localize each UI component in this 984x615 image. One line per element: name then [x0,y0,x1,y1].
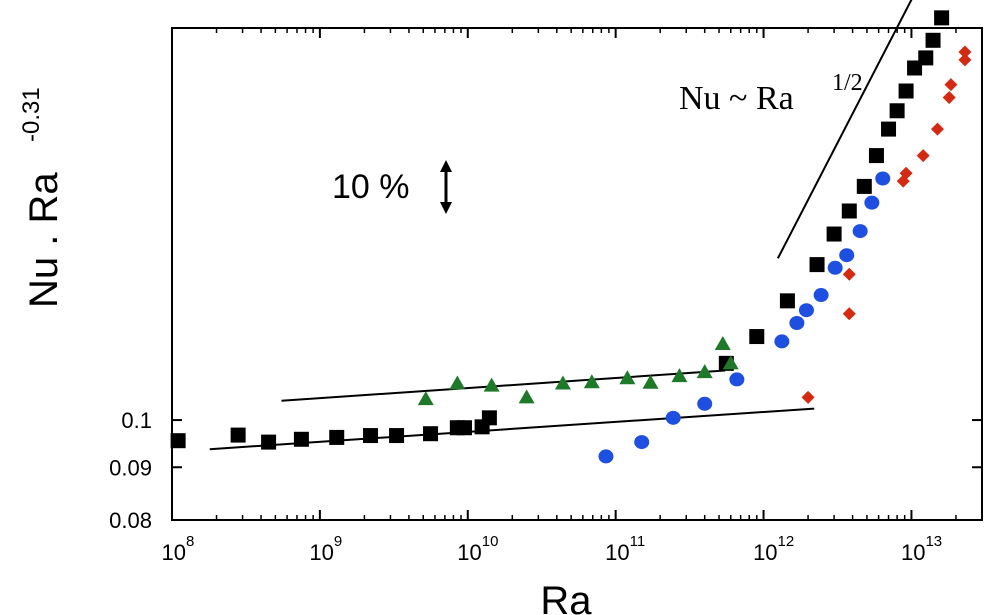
square-point [329,429,345,445]
y-tick-label: 0.09 [109,455,152,480]
triangle-point [714,336,731,351]
circle-point [839,248,855,263]
circle-point [875,171,891,186]
y-axis-title-base: Nu . Ra [22,172,66,308]
triangle-point [518,389,535,404]
circle-point [798,303,814,318]
y-axis-title: Nu . Ra -0.31 [18,87,66,308]
square-point [841,203,857,219]
square-point [809,257,825,273]
diamond-point [930,122,944,136]
triangle-point [417,391,434,406]
triangle-point [642,374,659,389]
axis-ticks: 10 8 10 9 10 10 10 11 10 12 10 130.080.090.1 [109,28,983,565]
fit-lines [209,0,913,451]
circle-point [813,288,829,303]
square-point [925,32,941,48]
y-tick-label: 0.08 [109,508,152,533]
circle-point [598,449,614,464]
triangle-point [671,368,688,383]
circle-point [665,410,681,425]
square-point [918,50,934,66]
square-point [749,329,765,345]
diamond-point [916,149,930,163]
square-point [826,226,842,242]
diamond-point [958,53,972,67]
fit-line [209,407,815,451]
circle-point [634,435,650,450]
circle-point [789,316,805,331]
triangle-point [483,377,500,392]
triangle-point [696,364,713,379]
x-tick-exponent: 10 [482,533,499,550]
square-point [856,178,872,194]
square-point [868,148,884,164]
scaling-law-label: Nu ~ Ra [679,80,794,117]
x-tick-label: 10 [901,540,925,565]
circle-point [774,334,790,349]
square-point [481,410,497,426]
x-tick-exponent: 8 [186,533,194,550]
diamond-point [899,166,913,180]
triangle-point [619,370,636,385]
square-point [934,10,950,26]
plot-frame [171,27,983,521]
y-tick-label: 0.1 [121,408,152,433]
square-point [389,428,405,444]
x-tick-exponent: 13 [925,533,942,550]
x-tick-label: 10 [162,540,186,565]
x-tick-label: 10 [753,540,777,565]
square-point [170,433,186,449]
triangle-point [554,375,571,390]
x-tick-exponent: 9 [334,533,342,550]
triangle-point [722,355,739,370]
square-point [456,420,472,436]
circle-point [827,260,843,275]
square-point [898,83,914,99]
square-point [230,427,246,443]
triangle-point [583,374,600,389]
square-point [889,103,905,119]
square-point [779,293,795,309]
ten-percent-label: 10 % [332,168,410,206]
diamond-point [801,390,815,404]
square-point [363,428,379,444]
y-axis-title-exponent: -0.31 [18,87,45,142]
x-tick-label: 10 [605,540,629,565]
data-points [170,10,972,464]
diamond-point [942,91,956,105]
x-tick-exponent: 11 [630,533,646,550]
scaling-law-base: Nu ~ Ra [679,80,794,117]
circle-point [729,372,745,387]
x-axis-title: Ra [540,579,592,615]
square-point [261,434,277,450]
scaling-law-exponent: 1/2 [832,70,863,96]
x-tick-label: 10 [457,540,481,565]
diamond-point [842,267,856,281]
diamond-point [958,45,972,59]
square-point [881,121,897,137]
circle-point [852,224,868,239]
diamond-point [842,307,856,321]
fit-line [281,369,726,402]
diamond-point [944,78,958,92]
circle-point [864,195,880,210]
square-point [423,426,439,442]
x-tick-label: 10 [309,540,333,565]
triangle-point [449,375,466,390]
circle-point [697,396,713,411]
x-tick-exponent: 12 [778,533,795,550]
ten-percent-arrow-icon [440,160,452,214]
fit-line [776,0,913,259]
square-point [293,431,309,447]
